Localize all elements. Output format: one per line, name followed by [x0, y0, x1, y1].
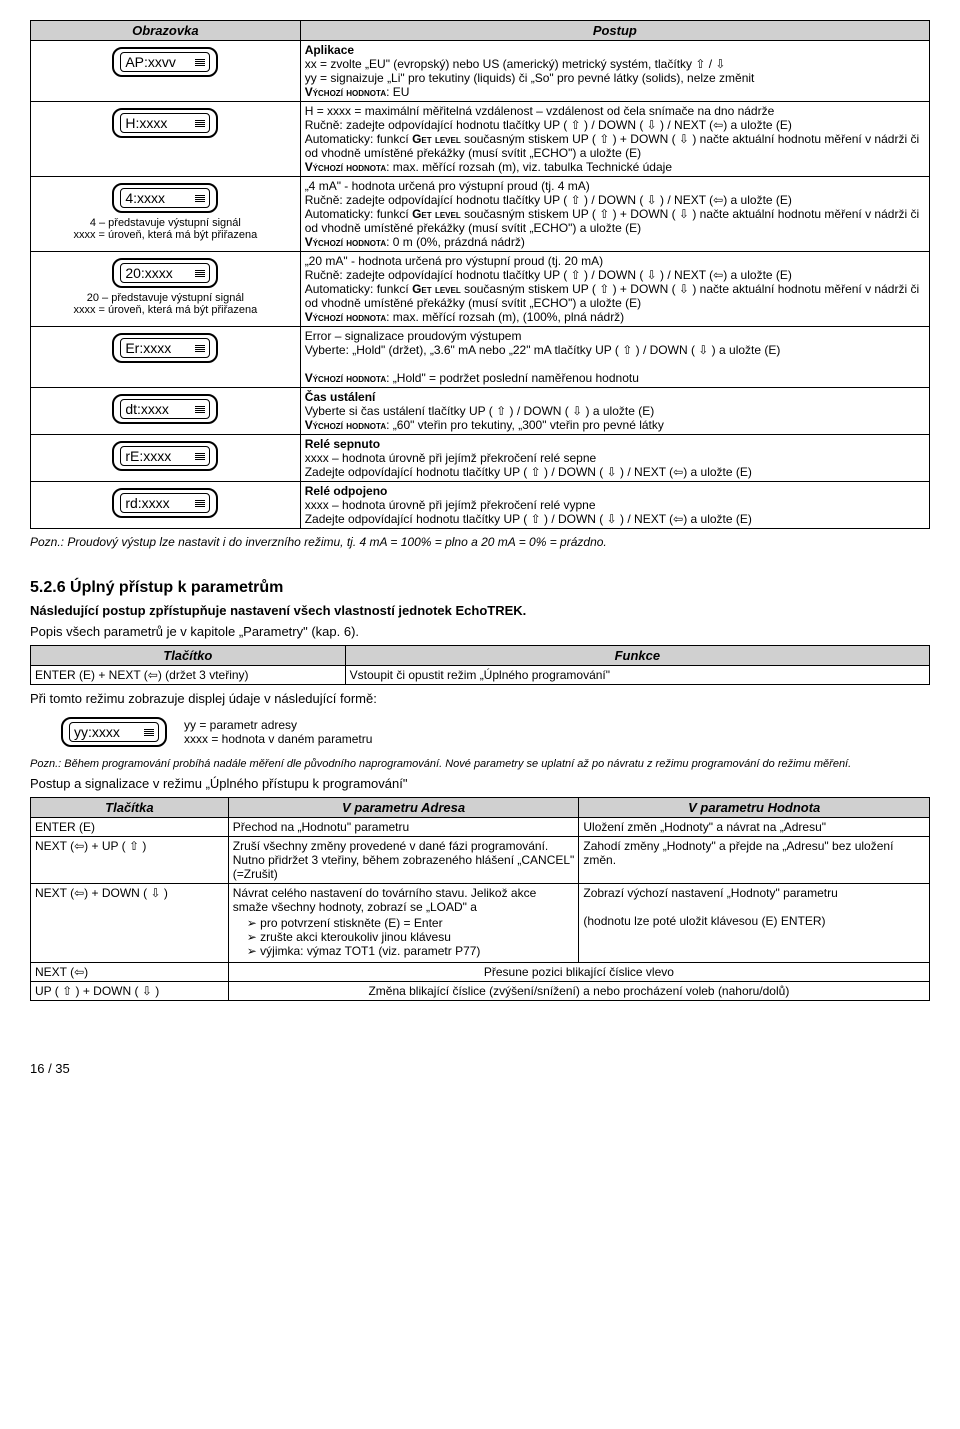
r3-l1: „4 mA" - hodnota určená pro výstupní pro… — [305, 179, 925, 193]
r2-l4: Výchozí hodnota: max. měřící rozsah (m),… — [305, 160, 925, 174]
th-postup: Postup — [300, 21, 929, 41]
r1-l1: xx = zvolte „EU" (evropský) nebo US (ame… — [305, 57, 925, 71]
r5-l1: Error – signalizace proudovým výstupem — [305, 329, 925, 343]
r7-title: Relé sepnuto — [305, 437, 925, 451]
lcd-re: rE:xxxx — [112, 441, 218, 471]
table-tlacitka-adresa-hodnota: Tlačítka V parametru Adresa V parametru … — [30, 797, 930, 1001]
lcd-4: 4:xxxx — [112, 183, 218, 213]
r2-l3: Automaticky: funkcí Get level současným … — [305, 132, 925, 160]
th3-3: V parametru Hodnota — [579, 798, 930, 818]
lcd-h: H:xxxx — [112, 108, 218, 138]
t2-c2: Vstoupit či opustit režim „Úplného progr… — [345, 666, 929, 685]
th-funkce: Funkce — [345, 646, 929, 666]
t3r2c3: Zahodí změny „Hodnoty" a přejde na „Adre… — [579, 837, 930, 884]
line-display-form: Při tomto režimu zobrazuje displej údaje… — [30, 691, 930, 706]
note-inverse: Pozn.: Proudový výstup lze nastavit i do… — [30, 535, 930, 549]
t3r5c2: Změna blikající číslice (zvýšení/snížení… — [228, 982, 929, 1001]
t3r1c3: Uložení změn „Hodnoty" a návrat na „Adre… — [579, 818, 930, 837]
r4-sub1: 20 – představuje výstupní signál — [35, 292, 296, 304]
table-obrazovka-postup: Obrazovka Postup AP:xxvv Aplikace xx = z… — [30, 20, 930, 529]
r8-title: Relé odpojeno — [305, 484, 925, 498]
t3r4c2: Přesune pozici blikající číslice vlevo — [228, 963, 929, 982]
r3-sub1: 4 – představuje výstupní signál — [35, 217, 296, 229]
r4-l1: „20 mA" - hodnota určená pro výstupní pr… — [305, 254, 925, 268]
r5-l3: Výchozí hodnota: „Hold" = podržet posled… — [305, 371, 925, 385]
r3-l3: Automaticky: funkcí Get level současným … — [305, 207, 925, 235]
lcd-ap: AP:xxvv — [112, 47, 218, 77]
note-programming: Pozn.: Během programování probíhá nadále… — [30, 758, 930, 770]
section-heading: 5.2.6 Úplný přístup k parametrům — [30, 579, 930, 597]
r4-l3: Automaticky: funkcí Get level současným … — [305, 282, 925, 310]
lcd-dt: dt:xxxx — [112, 394, 218, 424]
r1-title: Aplikace — [305, 43, 925, 57]
r3-sub2: xxxx = úroveň, která má být přiřazena — [35, 229, 296, 241]
t3r1c1: ENTER (E) — [31, 818, 229, 837]
t3r3-bl1: pro potvrzení stiskněte (E) = Enter — [247, 916, 575, 930]
t3r1c2: Přechod na „Hodnotu" parametru — [228, 818, 579, 837]
r6-title: Čas ustálení — [305, 390, 925, 404]
t3r2c2: Zruší všechny změny provedené v dané fáz… — [228, 837, 579, 884]
page-number: 16 / 35 — [30, 1061, 930, 1076]
r3-l4: Výchozí hodnota: 0 m (0%, prázdná nádrž) — [305, 235, 925, 249]
table-tlacitko-funkce: Tlačítko Funkce ENTER (E) + NEXT (⇦) (dr… — [30, 645, 930, 685]
lcd-er: Er:xxxx — [112, 333, 218, 363]
lcd-20: 20:xxxx — [112, 258, 218, 288]
t2-c1: ENTER (E) + NEXT (⇦) (držet 3 vteřiny) — [31, 666, 346, 685]
t3r3c3: Zobrazí výchozí nastavení „Hodnoty" para… — [579, 884, 930, 963]
r2-l1: H = xxxx = maximální měřitelná vzdálenos… — [305, 104, 925, 118]
t3r3-bl2: zrušte akci kteroukoliv jinou klávesu — [247, 930, 575, 944]
yy-l1: yy = parametr adresy — [184, 718, 372, 732]
r7-l1: xxxx – hodnota úrovně při jejímž překroč… — [305, 451, 925, 465]
th-obrazovka: Obrazovka — [31, 21, 301, 41]
line-procedure: Postup a signalizace v režimu „Úplného p… — [30, 776, 930, 791]
yy-block: yy:xxxx yy = parametr adresy xxxx = hodn… — [60, 712, 373, 752]
t3r3c1: NEXT (⇦) + DOWN ( ⇩ ) — [31, 884, 229, 963]
r8-l2: Zadejte odpovídající hodnotu tlačítky UP… — [305, 512, 925, 526]
r6-l1: Vyberte si čas ustálení tlačítky UP ( ⇧ … — [305, 404, 925, 418]
r3-l2: Ručně: zadejte odpovídající hodnotu tlač… — [305, 193, 925, 207]
t3r2c1: NEXT (⇦) + UP ( ⇧ ) — [31, 837, 229, 884]
th-tlacitko: Tlačítko — [31, 646, 346, 666]
section-p2: Popis všech parametrů je v kapitole „Par… — [30, 624, 930, 639]
r4-l4: Výchozí hodnota: max. měřící rozsah (m),… — [305, 310, 925, 324]
lcd-rd: rd:xxxx — [112, 488, 218, 518]
r4-sub2: xxxx = úroveň, která má být přiřazena — [35, 304, 296, 316]
r1-l2: yy = signaizuje „Li" pro tekutiny (liqui… — [305, 71, 925, 85]
t3r4c1: NEXT (⇦) — [31, 963, 229, 982]
r7-l2: Zadejte odpovídající hodnotu tlačítky UP… — [305, 465, 925, 479]
r1-l3: Výchozí hodnota: EU — [305, 85, 925, 99]
r4-l2: Ručně: zadejte odpovídající hodnotu tlač… — [305, 268, 925, 282]
r6-l2: Výchozí hodnota: „60" vteřin pro tekutin… — [305, 418, 925, 432]
th3-1: Tlačítka — [31, 798, 229, 818]
th3-2: V parametru Adresa — [228, 798, 579, 818]
section-p1: Následující postup zpřístupňuje nastaven… — [30, 603, 930, 618]
r8-l1: xxxx – hodnota úrovně při jejímž překroč… — [305, 498, 925, 512]
r2-l2: Ručně: zadejte odpovídající hodnotu tlač… — [305, 118, 925, 132]
t3r3-bl3: výjimka: výmaz TOT1 (viz. parametr P77) — [247, 944, 575, 958]
lcd-yy: yy:xxxx — [61, 717, 167, 747]
t3r5c1: UP ( ⇧ ) + DOWN ( ⇩ ) — [31, 982, 229, 1001]
yy-l2: xxxx = hodnota v daném parametru — [184, 732, 372, 746]
r5-l2: Vyberte: „Hold" (držet), „3.6" mA nebo „… — [305, 343, 925, 357]
t3r3c2: Návrat celého nastavení do továrního sta… — [228, 884, 579, 963]
